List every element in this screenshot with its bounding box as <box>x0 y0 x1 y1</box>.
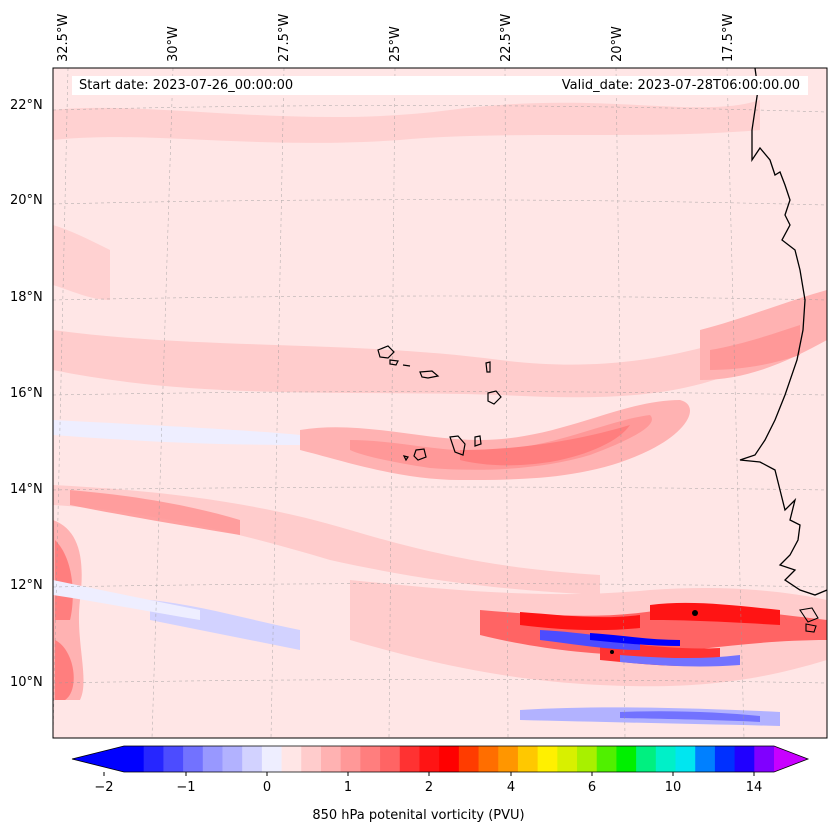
colorbar-swatch <box>202 746 223 772</box>
colorbar-swatch <box>714 746 736 772</box>
pv-band <box>53 225 110 300</box>
pv-negative <box>53 580 200 620</box>
colorbar-swatch <box>557 746 578 772</box>
pv-max-point <box>692 610 698 616</box>
colorbar-swatch <box>655 746 677 772</box>
colorbar-tick-label: −1 <box>176 780 196 795</box>
colorbar-swatch <box>320 746 342 772</box>
colorbar-swatch <box>577 746 598 772</box>
pv-negative <box>590 633 680 646</box>
pv-field <box>53 68 827 738</box>
colorbar-tick-label: 10 <box>664 780 682 795</box>
colorbar-swatch <box>734 746 755 772</box>
colorbar-swatch <box>636 746 657 772</box>
colorbar-swatch <box>380 746 401 772</box>
pv-zone <box>650 602 780 625</box>
colorbar-swatch <box>399 746 420 772</box>
pv-band <box>710 325 800 370</box>
colorbar-swatch <box>222 746 243 772</box>
lat-label: 18°N <box>10 290 43 305</box>
pv-zone <box>520 612 640 631</box>
colorbar-swatch <box>537 746 558 772</box>
pv-negative <box>620 711 760 722</box>
colorbar-frame <box>71 745 810 773</box>
start-date-label: Start date: 2023-07-26_00:00:00 <box>79 78 294 93</box>
lon-label: 22.5°W <box>499 13 514 62</box>
colorbar-swatch <box>124 746 145 772</box>
graticule <box>53 68 827 738</box>
pv-max-point <box>610 650 614 654</box>
lat-label: 22°N <box>10 98 43 113</box>
pv-streak <box>460 425 630 466</box>
pv-negative <box>620 655 740 667</box>
colorbar-swatch <box>478 746 499 772</box>
colorbar-tick-label: −2 <box>94 780 114 795</box>
lat-label: 12°N <box>10 578 43 593</box>
colorbar-swatch <box>695 746 716 772</box>
lat-label: 10°N <box>10 675 43 690</box>
colorbar-swatch <box>458 746 480 772</box>
pv-band <box>53 420 300 445</box>
colorbar-swatch <box>281 746 302 772</box>
map-frame <box>52 67 828 739</box>
colorbar-tick-label: 6 <box>587 780 597 795</box>
lon-label: 32.5°W <box>56 13 71 62</box>
colorbar-tick-label: 1 <box>343 780 353 795</box>
lon-label: 17.5°W <box>721 13 736 62</box>
colorbar-swatch <box>439 746 460 772</box>
colorbar-extend-high <box>774 746 808 772</box>
colorbar-swatch <box>419 746 440 772</box>
colorbar <box>71 745 810 776</box>
valid-date-label: Valid_date: 2023-07-28T06:00:00.00 <box>561 78 800 93</box>
colorbar-swatch <box>596 746 617 772</box>
colorbar-swatch <box>754 746 775 772</box>
lon-label: 30°W <box>166 26 181 62</box>
colorbar-swatch <box>301 746 322 772</box>
lat-label: 20°N <box>10 193 43 208</box>
colorbar-swatch <box>143 746 164 772</box>
bijagos-islands <box>799 607 819 633</box>
pv-band <box>55 540 73 620</box>
lat-label: 14°N <box>10 482 43 497</box>
colorbar-label: 850 hPa potenital vorticity (PVU) <box>312 808 525 823</box>
pv-band <box>53 100 760 143</box>
cape-verde-islands <box>377 345 502 462</box>
colorbar-swatch <box>675 746 696 772</box>
pv-band <box>53 330 760 398</box>
pv-band <box>70 490 240 535</box>
colorbar-swatch <box>163 746 184 772</box>
colorbar-swatch <box>360 746 381 772</box>
colorbar-swatch <box>498 746 519 772</box>
colorbar-tick-label: 0 <box>262 780 272 795</box>
pv-band <box>55 640 74 700</box>
lon-label: 27.5°W <box>277 13 292 62</box>
colorbar-extend-low <box>72 746 124 772</box>
lon-label: 20°W <box>610 26 625 62</box>
colorbar-tick-label: 2 <box>424 780 434 795</box>
info-bar: Start date: 2023-07-26_00:00:00 Valid_da… <box>72 76 808 95</box>
colorbar-swatch <box>261 746 283 772</box>
colorbar-swatch <box>183 746 204 772</box>
colorbar-tick-label: 4 <box>506 780 516 795</box>
colorbar-swatch <box>242 746 263 772</box>
colorbar-swatch <box>340 746 361 772</box>
african-coastline <box>739 68 827 596</box>
colorbar-swatch <box>517 746 539 772</box>
colorbar-tick-label: 14 <box>745 780 763 795</box>
lat-label: 16°N <box>10 386 43 401</box>
colorbar-swatch <box>616 746 637 772</box>
lon-label: 25°W <box>388 26 403 62</box>
